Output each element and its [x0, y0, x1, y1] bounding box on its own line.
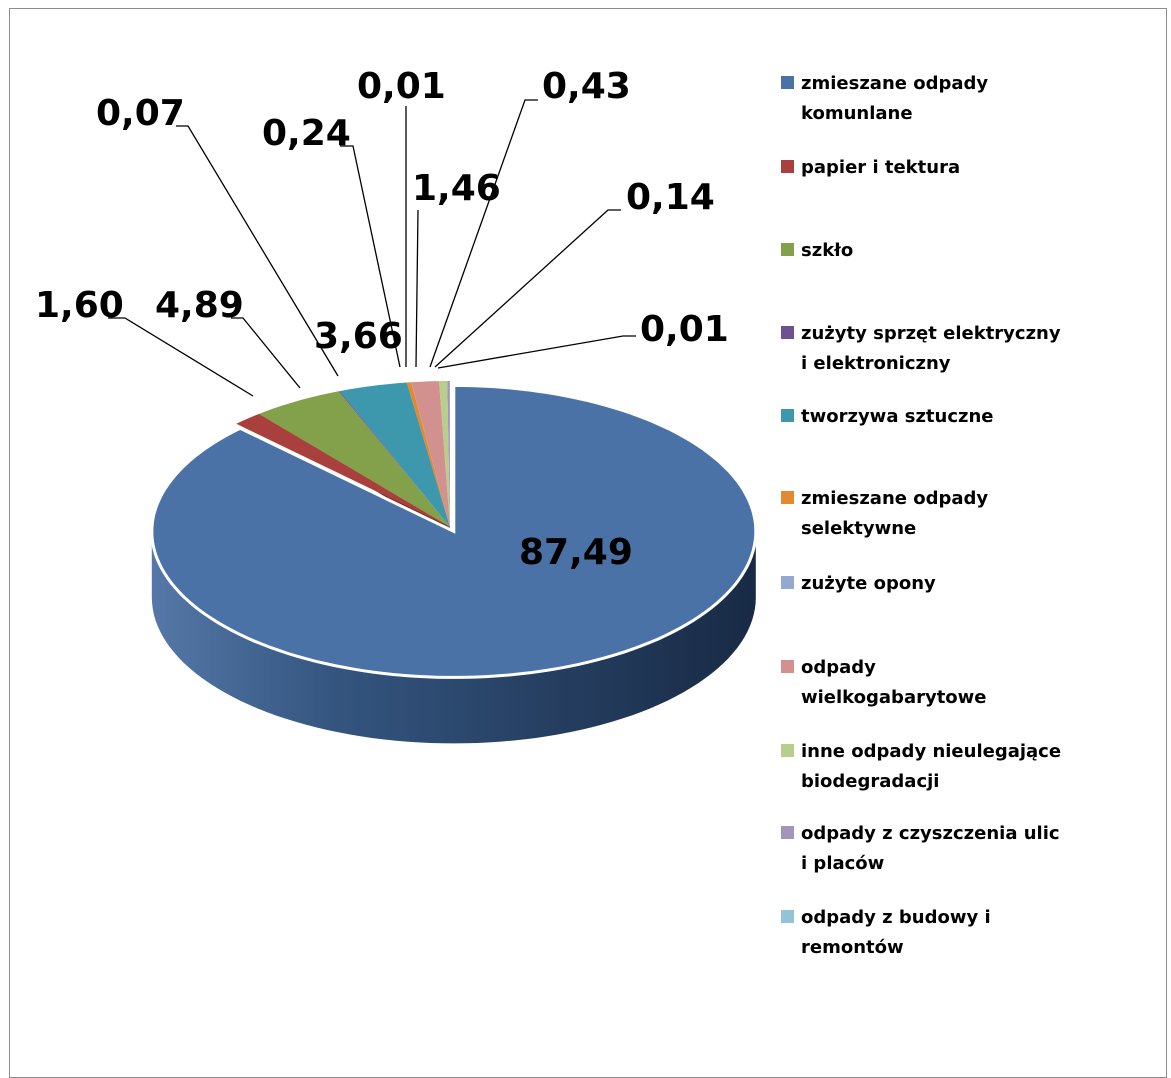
- legend-swatch: [781, 826, 794, 839]
- legend-item-odpady-wielkogabarytowe: odpady wielkogabarytowe: [781, 657, 987, 708]
- legend-label: remontów: [801, 937, 904, 958]
- leader-szklo: [231, 318, 300, 388]
- legend-label: zużyte opony: [801, 573, 936, 594]
- legend-item-szklo: szkło: [781, 240, 853, 261]
- legend-label: komunlane: [801, 103, 913, 124]
- legend-item-zmieszane-odpady-selektywne: zmieszane odpady selektywne: [781, 488, 988, 539]
- legend-item-inne-odpady-nieulegajace-biodegradacji: inne odpady nieulegające biodegradacji: [781, 741, 1061, 792]
- data-label-papier-i-tektura: 1,60: [35, 285, 124, 326]
- data-label-zuzyty-sprzet-elektryczny-i-elektroniczny: 0,07: [96, 93, 185, 134]
- legend-swatch: [781, 326, 794, 339]
- slice-zmieszane-odpady-komunlane: [152, 385, 756, 677]
- legend-swatch: [781, 409, 794, 422]
- legend-item-papier-i-tektura: papier i tektura: [781, 157, 960, 178]
- data-label-odpady-z-czyszczenia-ulic-i-placow: 0,14: [626, 177, 715, 218]
- legend-item-odpady-z-czyszczenia-ulic-i-placow: odpady z czyszczenia ulic i placów: [781, 823, 1060, 874]
- leader-papier-i-tektura: [108, 318, 253, 396]
- data-label-zmieszane-odpady-komunlane: 87,49: [519, 532, 633, 573]
- legend-item-zuzyte-opony: zużyte opony: [781, 573, 936, 594]
- leader-inne-odpady-nieulegajace-biodegradacji: [430, 100, 538, 367]
- legend-label: selektywne: [801, 518, 916, 539]
- leader-odpady-z-budowy-i-remontow: [438, 336, 636, 368]
- legend-swatch: [781, 243, 794, 256]
- legend-label: odpady z czyszczenia ulic: [801, 823, 1060, 844]
- legend-swatch: [781, 910, 794, 923]
- legend-swatch: [781, 491, 794, 504]
- legend-item-zmieszane-odpady-komunlane: zmieszane odpady komunlane: [781, 73, 988, 124]
- data-label-odpady-z-budowy-i-remontow: 0,01: [640, 309, 729, 350]
- legend: zmieszane odpady komunlane papier i tektur…: [781, 73, 1061, 958]
- data-label-szklo: 4,89: [155, 285, 244, 326]
- legend-label: biodegradacji: [801, 771, 939, 792]
- data-label-zuzyte-opony: 0,01: [357, 66, 446, 107]
- legend-label: szkło: [801, 240, 853, 261]
- legend-label: zużyty sprzęt elektryczny: [801, 323, 1061, 344]
- pie-top-face: [152, 381, 756, 677]
- legend-item-tworzywa-sztuczne: tworzywa sztuczne: [781, 406, 994, 427]
- legend-label: i elektroniczny: [801, 353, 951, 374]
- legend-label: wielkogabarytowe: [801, 687, 987, 708]
- legend-label: tworzywa sztuczne: [801, 406, 994, 427]
- data-label-tworzywa-sztuczne: 3,66: [314, 316, 403, 357]
- legend-label: odpady z budowy i: [801, 907, 991, 928]
- data-label-inne-odpady-nieulegajace-biodegradacji: 0,43: [542, 66, 631, 107]
- legend-label: papier i tektura: [801, 157, 960, 178]
- leader-odpady-wielkogabarytowe: [416, 210, 418, 367]
- legend-label: zmieszane odpady: [801, 488, 988, 509]
- leader-odpady-z-czyszczenia-ulic-i-placow: [435, 210, 621, 367]
- legend-item-zuzyty-sprzet-elektryczny-i-elektroniczny: zużyty sprzęt elektryczny i elektroniczny: [781, 323, 1061, 374]
- legend-item-odpady-z-budowy-i-remontow: odpady z budowy i remontów: [781, 907, 991, 958]
- legend-label: odpady: [801, 657, 876, 678]
- data-label-odpady-wielkogabarytowe: 1,46: [412, 168, 501, 209]
- legend-swatch: [781, 76, 794, 89]
- legend-swatch: [781, 160, 794, 173]
- legend-label: i placów: [801, 853, 884, 874]
- legend-swatch: [781, 744, 794, 757]
- legend-swatch: [781, 576, 794, 589]
- legend-swatch: [781, 660, 794, 673]
- data-label-zmieszane-odpady-selektywne: 0,24: [262, 113, 351, 154]
- legend-label: inne odpady nieulegające: [801, 741, 1061, 762]
- legend-label: zmieszane odpady: [801, 73, 988, 94]
